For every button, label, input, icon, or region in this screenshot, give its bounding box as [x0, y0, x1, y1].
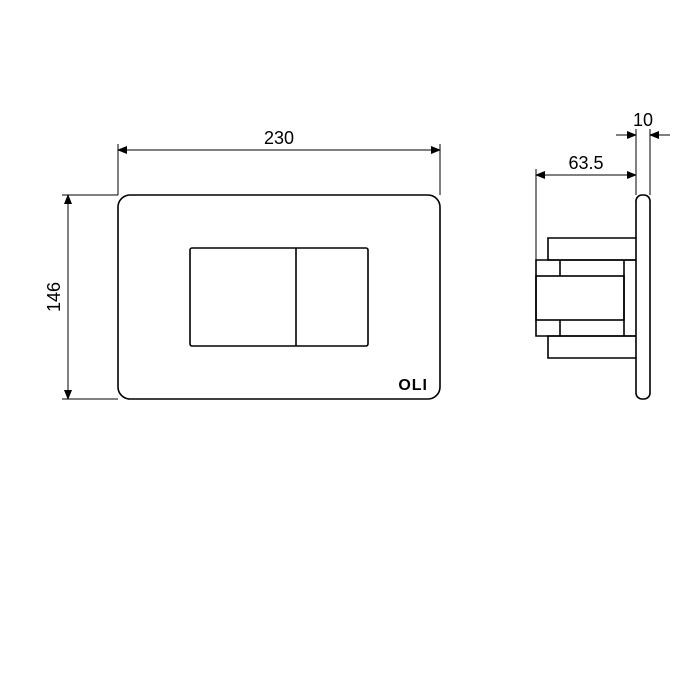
dim-width: 230 — [118, 128, 440, 195]
dim-depth: 63.5 — [536, 153, 636, 260]
front-view: OLI — [118, 195, 440, 399]
plate-outline — [118, 195, 440, 399]
brand-label: OLI — [398, 377, 428, 394]
side-housing — [536, 238, 636, 358]
dim-height-label: 146 — [44, 282, 64, 312]
side-plate — [636, 195, 650, 399]
side-view — [536, 195, 650, 399]
dim-depth-label: 63.5 — [568, 153, 603, 173]
dim-thickness: 10 — [616, 110, 670, 195]
dim-height: 146 — [44, 195, 118, 399]
button-panel — [190, 248, 368, 346]
technical-drawing: OLI 230 146 — [0, 0, 700, 700]
dim-thickness-label: 10 — [633, 110, 653, 130]
dim-width-label: 230 — [264, 128, 294, 148]
